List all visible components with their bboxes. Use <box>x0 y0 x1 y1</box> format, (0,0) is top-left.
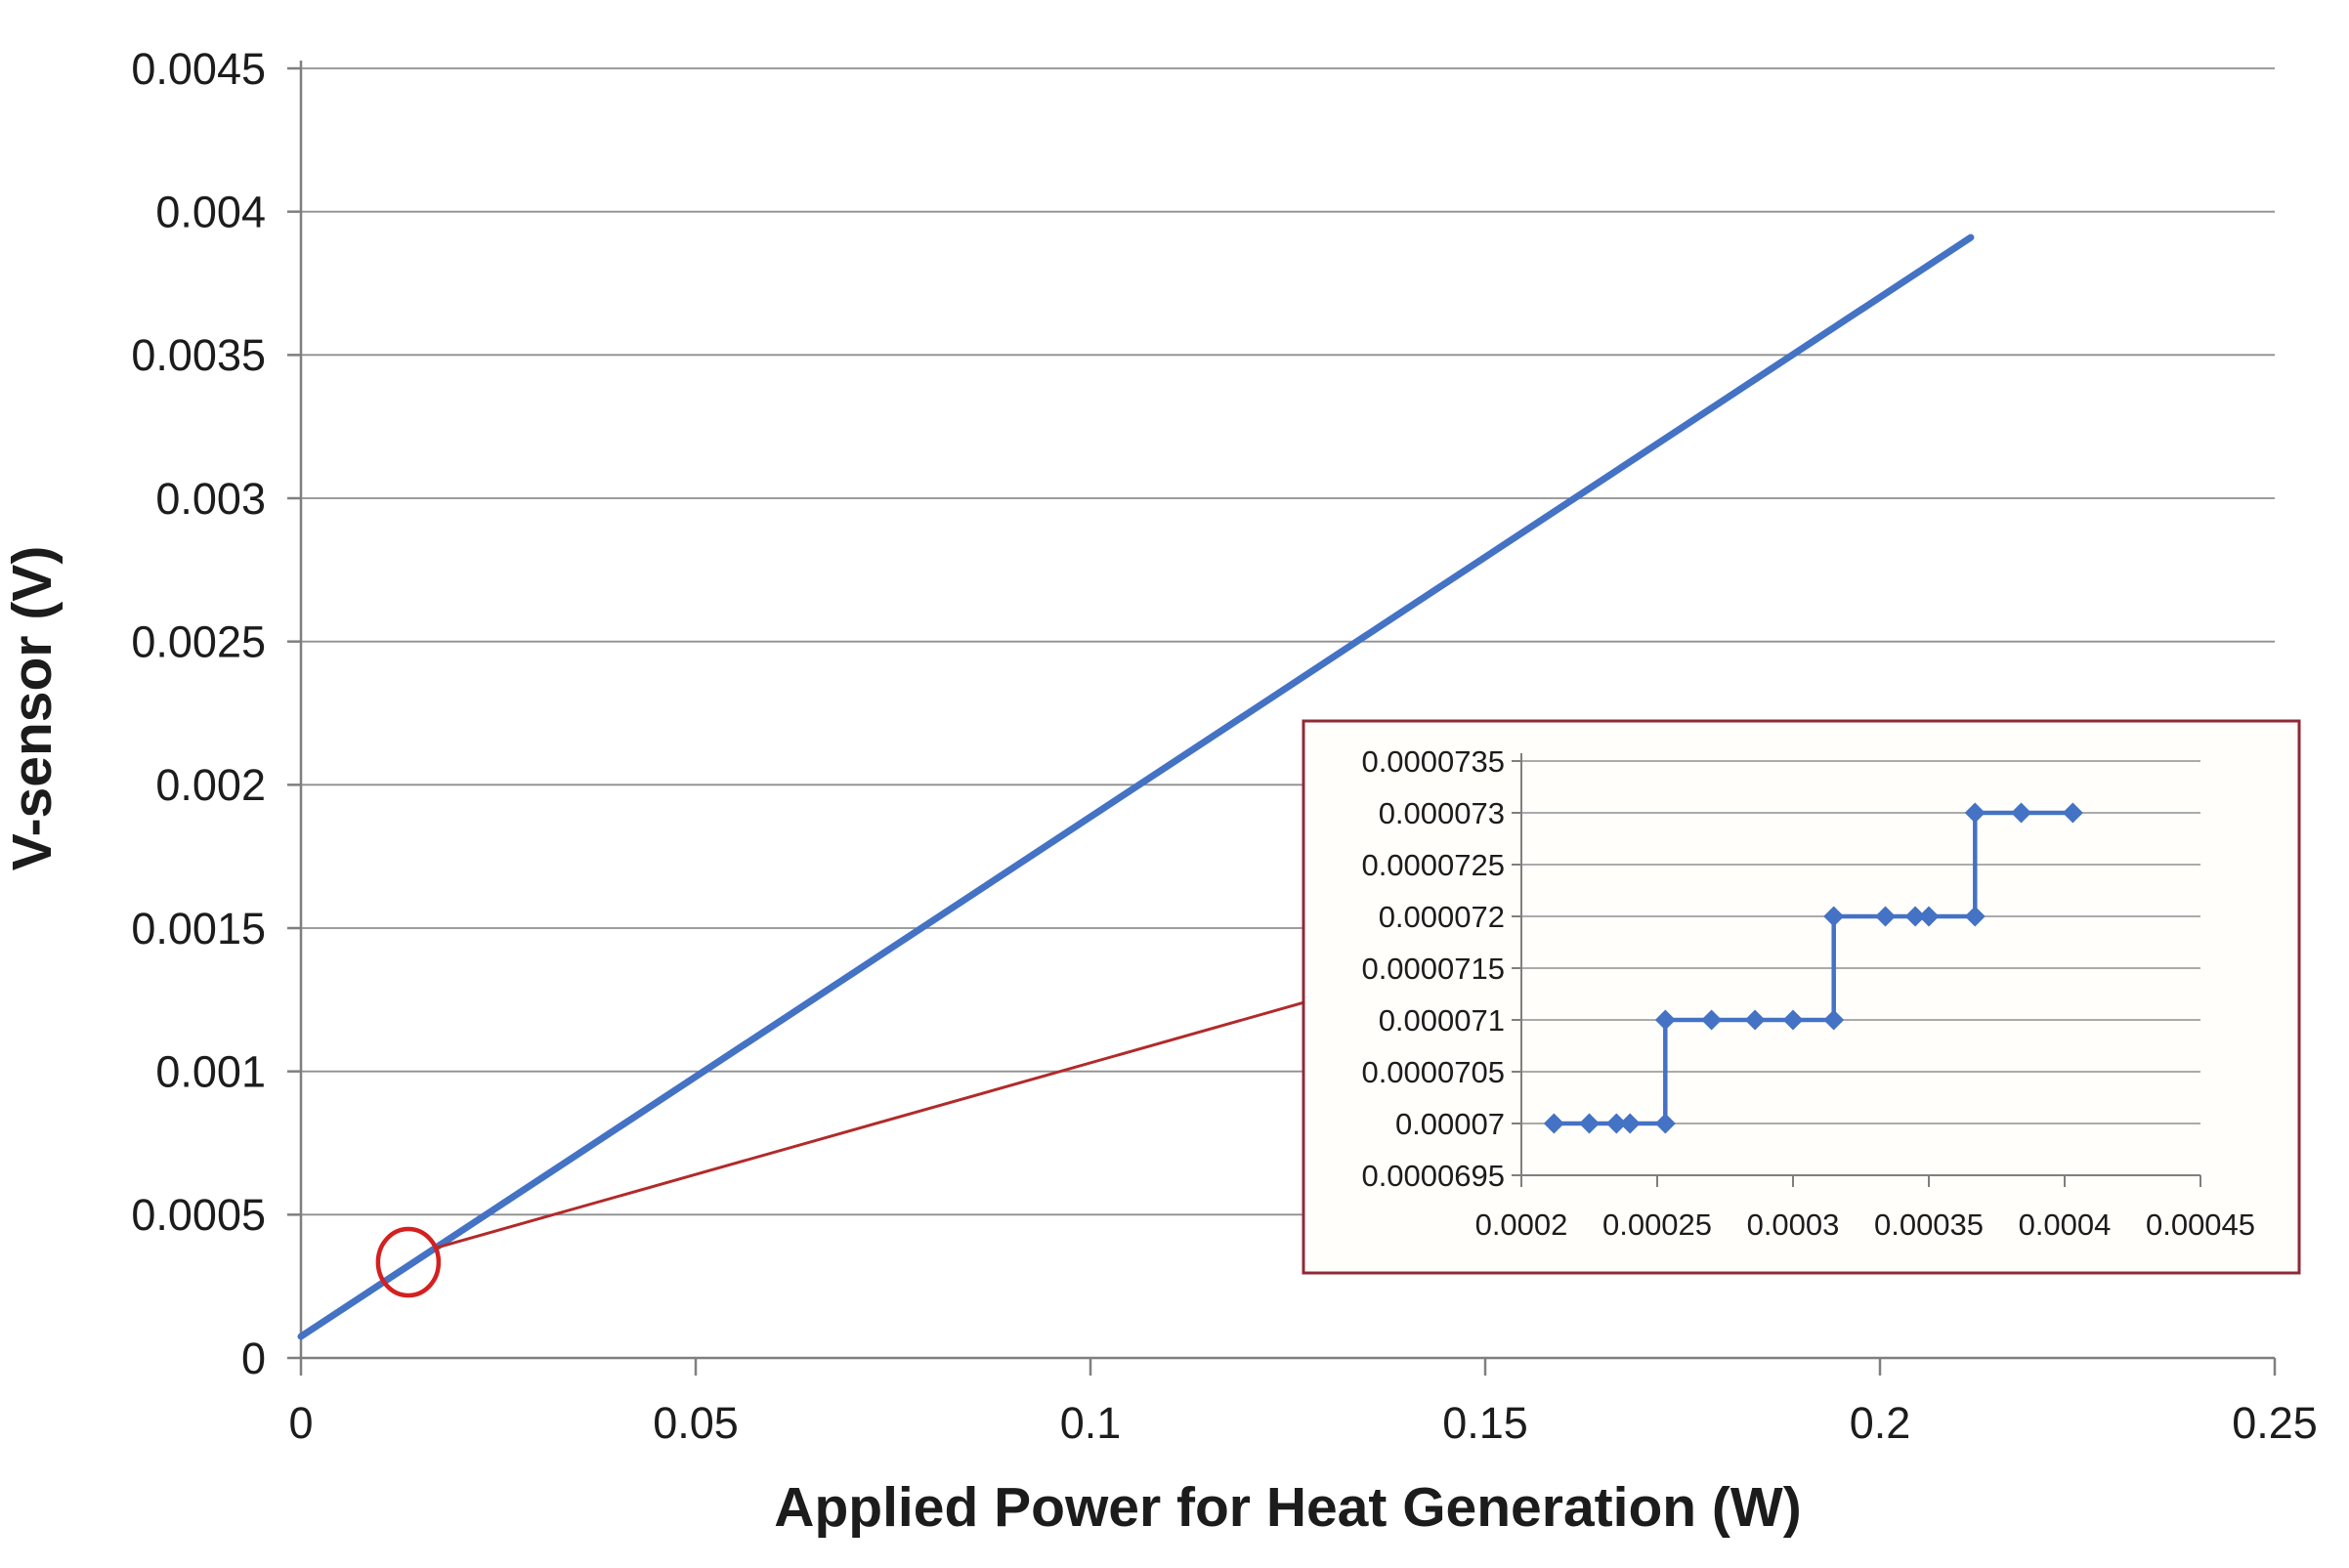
zoom-region-circle <box>375 1226 442 1298</box>
y-tick-label: 0.002 <box>155 760 266 810</box>
diamond-marker <box>2062 802 2083 824</box>
diamond-marker <box>1904 906 1926 927</box>
x-tick-label: 0.00025 <box>1602 1208 1712 1242</box>
x-axis-title: Applied Power for Heat Generation (W) <box>774 1476 1801 1539</box>
data-series-line <box>297 233 1975 1340</box>
diamond-marker <box>1744 1009 1766 1031</box>
y-tick-label: 0 <box>241 1334 266 1383</box>
x-tick-label: 0.25 <box>2232 1398 2318 1448</box>
x-tick-label: 0.2 <box>1850 1398 1911 1448</box>
diamond-marker <box>1823 1009 1845 1031</box>
diamond-marker <box>1701 1009 1723 1031</box>
x-tick-label: 0.00035 <box>1874 1208 1984 1242</box>
y-tick-label: 0.004 <box>155 187 266 236</box>
x-tick-label: 0.05 <box>653 1398 739 1448</box>
diamond-marker <box>1619 1113 1641 1134</box>
diamond-marker <box>1654 1113 1676 1134</box>
y-tick-label: 0.0045 <box>131 44 266 94</box>
zoom-connector-line <box>436 999 1308 1250</box>
y-tick-label: 0.0000725 <box>1361 848 1505 882</box>
y-tick-label: 0.00007 <box>1395 1107 1505 1141</box>
y-tick-label: 0.000073 <box>1379 796 1505 830</box>
x-tick-label: 0.00045 <box>2146 1208 2255 1242</box>
diamond-marker <box>1543 1113 1564 1134</box>
y-axis-title: V-sensor (V) <box>1 546 64 871</box>
y-tick-label: 0.0035 <box>131 330 266 380</box>
diamond-marker <box>1964 802 1986 824</box>
diamond-marker <box>1964 906 1986 927</box>
y-tick-label: 0.0015 <box>131 904 266 954</box>
y-tick-label: 0.000072 <box>1379 900 1505 934</box>
y-tick-label: 0.000071 <box>1379 1003 1505 1038</box>
diamond-marker <box>2011 802 2032 824</box>
diamond-marker <box>1654 1009 1676 1031</box>
x-tick-label: 0.15 <box>1442 1398 1528 1448</box>
y-tick-label: 0.0000715 <box>1361 952 1505 986</box>
y-tick-label: 0.0000735 <box>1361 744 1505 779</box>
x-tick-label: 0 <box>288 1398 313 1448</box>
y-tick-label: 0.0005 <box>131 1190 266 1240</box>
y-tick-label: 0.003 <box>155 474 266 524</box>
diamond-marker <box>1579 1113 1600 1134</box>
y-tick-label: 0.0000705 <box>1361 1055 1505 1089</box>
y-tick-label: 0.0000695 <box>1361 1159 1505 1193</box>
y-tick-label: 0.0025 <box>131 616 266 666</box>
x-tick-label: 0.1 <box>1060 1398 1122 1448</box>
diamond-marker <box>1823 906 1845 927</box>
diamond-marker <box>1918 906 1940 927</box>
diamond-marker <box>1782 1009 1804 1031</box>
x-tick-label: 0.0004 <box>2019 1208 2112 1242</box>
diamond-marker <box>1605 1113 1627 1134</box>
y-tick-label: 0.001 <box>155 1046 266 1096</box>
inset-chart-area: 0.0000695 0.00007 0.0000705 0.000071 0.00007… <box>1302 719 2301 1275</box>
main-chart-area: 0 0.0005 0.001 0.0015 0.002 0.0025 0.003 0.0035… <box>131 44 2317 1448</box>
x-tick-label: 0.0003 <box>1747 1208 1840 1242</box>
diamond-marker <box>1875 906 1897 927</box>
x-tick-label: 0.0002 <box>1475 1208 1568 1242</box>
